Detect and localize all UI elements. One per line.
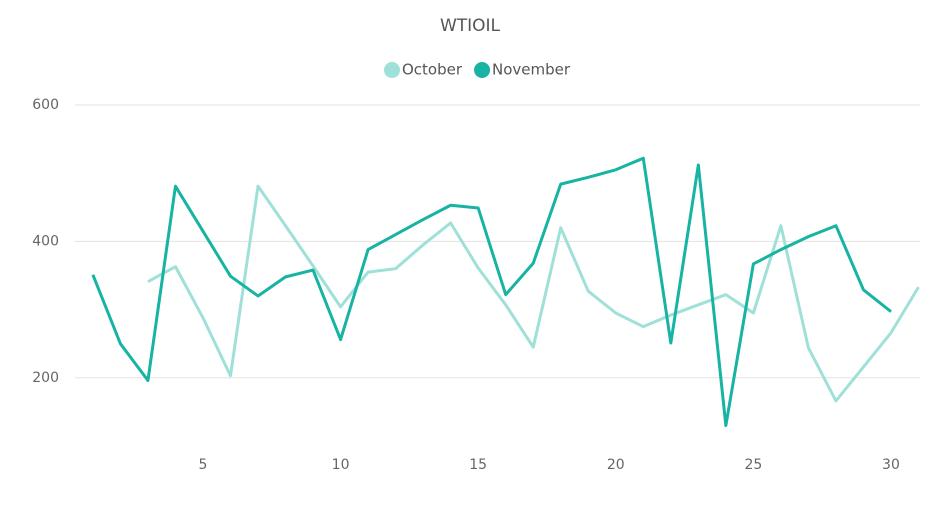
y-tick-label: 600 <box>32 97 59 113</box>
chart-title: WTIOIL <box>440 16 501 36</box>
legend-marker <box>474 62 491 78</box>
legend-label: November <box>492 61 571 79</box>
x-tick-label: 15 <box>469 457 487 473</box>
legend: October November <box>384 61 571 79</box>
series-line <box>91 156 892 428</box>
x-tick-label: 25 <box>744 457 762 473</box>
x-tick-label: 10 <box>332 457 350 473</box>
x-tick-label: 20 <box>607 457 625 473</box>
x-tick-label: 30 <box>882 457 900 473</box>
x-tick-label: 5 <box>199 457 208 473</box>
legend-label: October <box>402 61 463 79</box>
y-tick-label: 200 <box>32 370 59 386</box>
y-tick-label: 400 <box>32 233 59 249</box>
legend-marker <box>384 62 400 78</box>
series-line <box>147 184 920 403</box>
